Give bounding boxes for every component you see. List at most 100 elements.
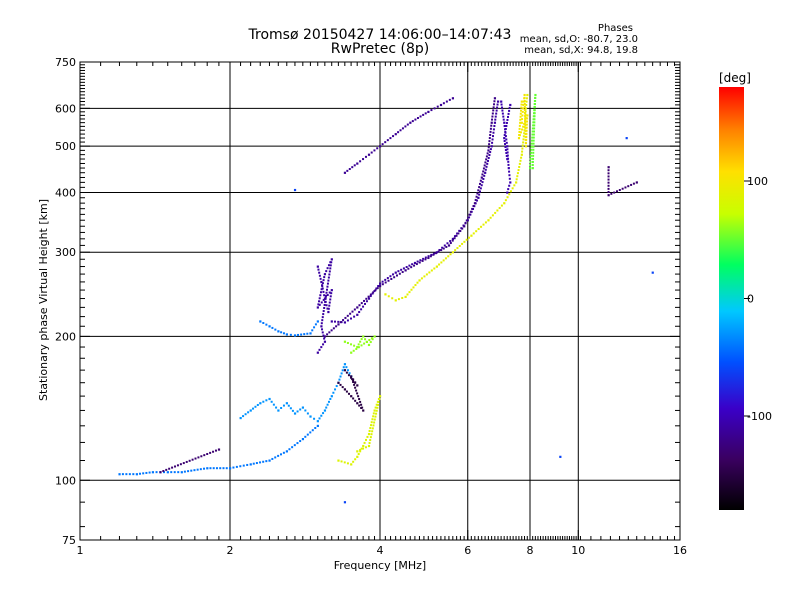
echo-point [271, 326, 274, 329]
echo-point [369, 439, 372, 442]
echo-point [407, 267, 410, 270]
echo-point [322, 298, 325, 301]
data-points [118, 93, 654, 504]
echo-point [256, 403, 259, 406]
x-tick-label: 2 [227, 544, 234, 557]
echo-point [350, 351, 353, 354]
echo-point [392, 135, 395, 138]
echo-point [511, 187, 514, 190]
echo-point [418, 279, 421, 282]
echo-point [503, 134, 506, 137]
echo-point [364, 446, 367, 449]
echo-point [384, 278, 387, 281]
chart-title: Tromsø 20150427 14:06:00–14:07:43 [248, 27, 512, 43]
echo-point [446, 242, 449, 245]
echo-point [313, 326, 316, 329]
echo-point [359, 448, 362, 451]
echo-point [325, 291, 328, 294]
echo-point [521, 128, 524, 131]
echo-point [461, 242, 464, 245]
echo-point [532, 157, 535, 160]
echo-point [386, 139, 389, 142]
echo-point [607, 194, 610, 197]
echo-point [321, 328, 324, 331]
echo-point [367, 153, 371, 156]
echo-point [440, 261, 443, 264]
echo-point [454, 249, 457, 252]
echo-point [480, 184, 483, 187]
echo-point [508, 106, 511, 109]
echo-point [476, 192, 479, 195]
echo-point [335, 325, 338, 328]
echo-point [367, 432, 371, 436]
echo-point [379, 145, 382, 148]
echo-point [288, 448, 291, 451]
echo-point [387, 295, 390, 298]
echo-point [379, 282, 382, 285]
echo-point [517, 169, 520, 172]
echo-point [351, 166, 354, 169]
echo-point [196, 468, 199, 471]
echo-point [373, 421, 376, 424]
echo-point [318, 417, 321, 420]
echo-point [493, 97, 497, 100]
echo-point [532, 145, 535, 148]
echo-point [411, 263, 414, 266]
echo-point [508, 170, 511, 173]
echo-point [378, 398, 381, 401]
echo-point [519, 115, 522, 118]
echo-point [329, 397, 332, 400]
echo-point [484, 221, 487, 224]
echo-point [330, 261, 333, 264]
echo-point [346, 169, 349, 172]
echo-point [506, 151, 509, 154]
echo-point [309, 415, 312, 418]
echo-point [486, 162, 489, 165]
echo-point [352, 349, 355, 352]
echo-point [506, 145, 509, 148]
echo-point [488, 140, 491, 143]
echo-point [482, 170, 485, 173]
echo-point [389, 275, 392, 278]
echo-point [309, 431, 312, 434]
echo-point [525, 129, 528, 132]
echo-point [451, 237, 455, 241]
echo-point [451, 97, 455, 100]
echo-point [441, 246, 444, 249]
echo-point [532, 124, 535, 127]
echo-point [503, 202, 506, 205]
echo-point [401, 127, 404, 130]
echo-point [350, 395, 353, 398]
echo-point [350, 376, 353, 379]
y-tick-label: 300 [55, 246, 76, 259]
echo-point [268, 397, 271, 401]
echo-point [360, 338, 363, 341]
echo-point [285, 450, 288, 453]
echo-point [373, 418, 376, 421]
echo-point [323, 306, 326, 309]
echo-point [509, 190, 512, 193]
echo-point [524, 121, 527, 124]
echo-point [363, 342, 366, 345]
echo-point [322, 313, 325, 316]
echo-point [327, 264, 330, 267]
echo-point [394, 299, 397, 302]
echo-point [533, 127, 536, 130]
echo-point [487, 146, 490, 149]
echo-point [615, 190, 618, 193]
echo-point [447, 244, 451, 247]
echo-point [502, 115, 505, 118]
echo-point [526, 93, 529, 97]
echo-point [343, 369, 347, 372]
echo-point [442, 259, 445, 262]
echo-point [360, 403, 363, 406]
echo-point [327, 279, 330, 282]
echo-point [187, 470, 190, 473]
echo-point [518, 124, 521, 127]
echo-point [354, 399, 357, 402]
echo-point [533, 121, 536, 124]
echo-point [494, 115, 497, 118]
echo-point [610, 192, 613, 195]
echo-point [320, 346, 323, 349]
echo-point [377, 403, 380, 406]
